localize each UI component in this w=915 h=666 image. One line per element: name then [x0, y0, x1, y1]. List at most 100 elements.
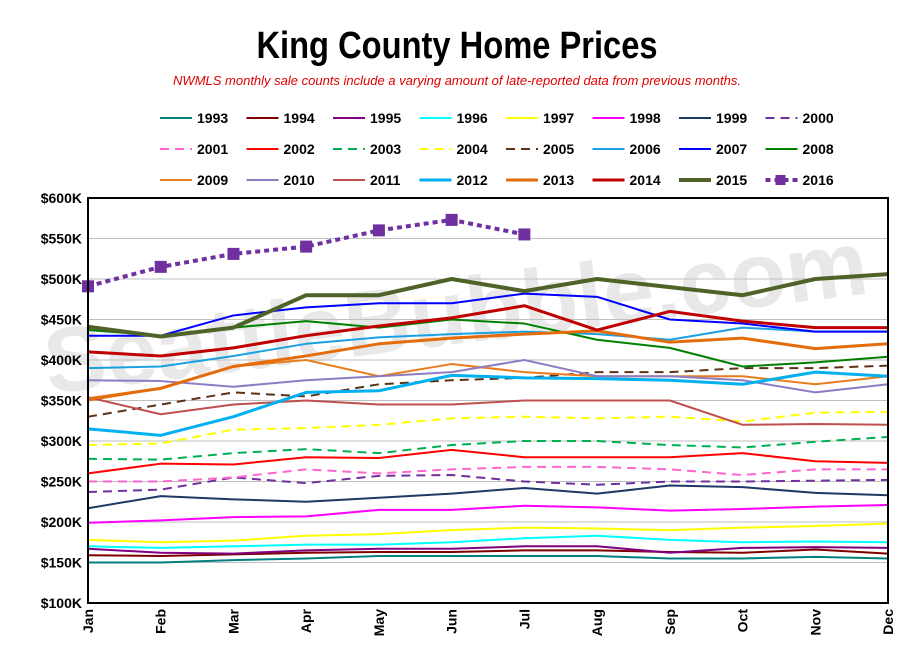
y-tick-label: $450K — [41, 312, 82, 328]
legend-item-1994: 1994 — [246, 110, 315, 126]
series-line-1993 — [88, 555, 889, 564]
legend-label: 2012 — [457, 172, 488, 188]
x-tick-label: May — [371, 609, 387, 636]
legend-label: 2007 — [716, 141, 747, 157]
legend-item-1996: 1996 — [419, 110, 488, 126]
x-tick-label: Oct — [735, 609, 751, 633]
y-tick-label: $400K — [41, 352, 82, 368]
series-line-2015 — [87, 272, 889, 339]
legend-item-2005: 2005 — [506, 141, 574, 157]
series-line-2013 — [87, 329, 889, 401]
legend-label: 2010 — [284, 172, 315, 188]
y-axis: $100K $150K $200K $250K $300K $350K $400K $450K… — [41, 190, 82, 611]
legend-label: 1995 — [370, 110, 401, 126]
legend-item-2001: 2001 — [160, 141, 228, 157]
plot-area: SeattleBubble.com — [38, 197, 889, 604]
legend-label: 2014 — [630, 172, 661, 188]
legend-item-1998: 1998 — [592, 110, 661, 126]
data-point-marker — [227, 247, 240, 260]
series-line-2011 — [87, 396, 889, 426]
legend-item-2012: 2012 — [419, 172, 488, 188]
series-line-1999 — [87, 484, 889, 510]
data-point-marker — [372, 224, 385, 237]
series-line-2002 — [87, 448, 889, 475]
data-point-marker — [518, 228, 531, 241]
series-line-1997 — [87, 522, 889, 544]
legend-label: 2016 — [803, 172, 834, 188]
legend-label: 2002 — [284, 141, 315, 157]
legend-item-2009: 2009 — [160, 172, 228, 188]
x-tick-label: Jul — [516, 609, 532, 629]
legend-label: 2011 — [370, 172, 401, 188]
legend-item-1997: 1997 — [506, 110, 574, 126]
series-line-2003 — [87, 435, 889, 461]
legend-label: 1997 — [543, 110, 574, 126]
x-tick-label: Dec — [880, 609, 896, 635]
legend-label: 2004 — [457, 141, 488, 157]
x-tick-label: Nov — [807, 609, 823, 636]
y-tick-label: $550K — [41, 231, 82, 247]
x-axis: Jan Feb Mar Apr May Jun Jul Aug Sep Oct Nov Dec — [80, 608, 896, 636]
legend-item-1999: 1999 — [679, 110, 747, 126]
legend-label: 1996 — [457, 110, 488, 126]
x-tick-label: Mar — [225, 608, 241, 633]
legend-label: 1994 — [284, 110, 315, 126]
y-tick-label: $600K — [41, 190, 82, 206]
legend-item-2007: 2007 — [679, 141, 747, 157]
series-lines — [82, 213, 889, 564]
legend-label: 2003 — [370, 141, 401, 157]
legend: 1993 1994 1995 1996 1997 1998 1999 2000 2001 2002… — [160, 110, 834, 188]
y-tick-label: $200K — [41, 514, 82, 530]
data-point-marker — [154, 260, 167, 273]
legend-label: 2015 — [716, 172, 747, 188]
x-tick-label: Aug — [589, 609, 605, 636]
plot-frame — [87, 197, 889, 604]
chart-subtitle: NWMLS monthly sale counts include a vary… — [173, 73, 741, 88]
data-point-marker — [445, 213, 458, 226]
series-line-1994 — [87, 548, 889, 558]
legend-item-2016: 2016 — [765, 172, 834, 188]
legend-item-2008: 2008 — [765, 141, 834, 157]
legend-item-2004: 2004 — [419, 141, 488, 157]
series-line-2005 — [87, 364, 889, 418]
legend-label: 2013 — [543, 172, 574, 188]
legend-item-2015: 2015 — [679, 172, 747, 188]
legend-marker — [775, 175, 786, 185]
legend-label: 2000 — [803, 110, 834, 126]
y-tick-label: $150K — [41, 555, 82, 571]
y-tick-label: $500K — [41, 271, 82, 287]
x-tick-label: Jan — [80, 609, 96, 633]
legend-label: 1998 — [630, 110, 661, 126]
x-tick-label: Feb — [153, 609, 169, 634]
y-tick-label: $250K — [41, 474, 82, 490]
legend-label: 2001 — [197, 141, 228, 157]
series-line-2006 — [87, 326, 888, 370]
y-tick-label: $100K — [41, 595, 82, 611]
chart-title: King County Home Prices — [256, 24, 657, 67]
legend-item-2014: 2014 — [592, 172, 661, 188]
series-line-1995 — [87, 545, 889, 555]
legend-item-2002: 2002 — [246, 141, 315, 157]
x-tick-label: Sep — [662, 609, 678, 635]
x-tick-label: Apr — [298, 608, 314, 633]
legend-label: 2009 — [197, 172, 228, 188]
legend-item-2010: 2010 — [246, 172, 315, 188]
series-line-1996 — [87, 534, 889, 549]
legend-item-1995: 1995 — [333, 110, 401, 126]
legend-item-2011: 2011 — [333, 172, 401, 188]
series-line-2004 — [87, 410, 889, 447]
legend-item-2006: 2006 — [592, 141, 661, 157]
y-tick-label: $350K — [41, 393, 82, 409]
y-tick-label: $300K — [41, 433, 82, 449]
legend-label: 1999 — [716, 110, 747, 126]
legend-item-2000: 2000 — [765, 110, 834, 126]
legend-item-2013: 2013 — [506, 172, 574, 188]
series-line-1998 — [87, 503, 889, 524]
series-line-2000 — [87, 474, 889, 494]
legend-item-1993: 1993 — [160, 110, 228, 126]
series-line-2001 — [88, 465, 888, 483]
x-tick-label: Jun — [444, 609, 460, 634]
legend-label: 2005 — [543, 141, 574, 157]
legend-label: 1993 — [197, 110, 228, 126]
